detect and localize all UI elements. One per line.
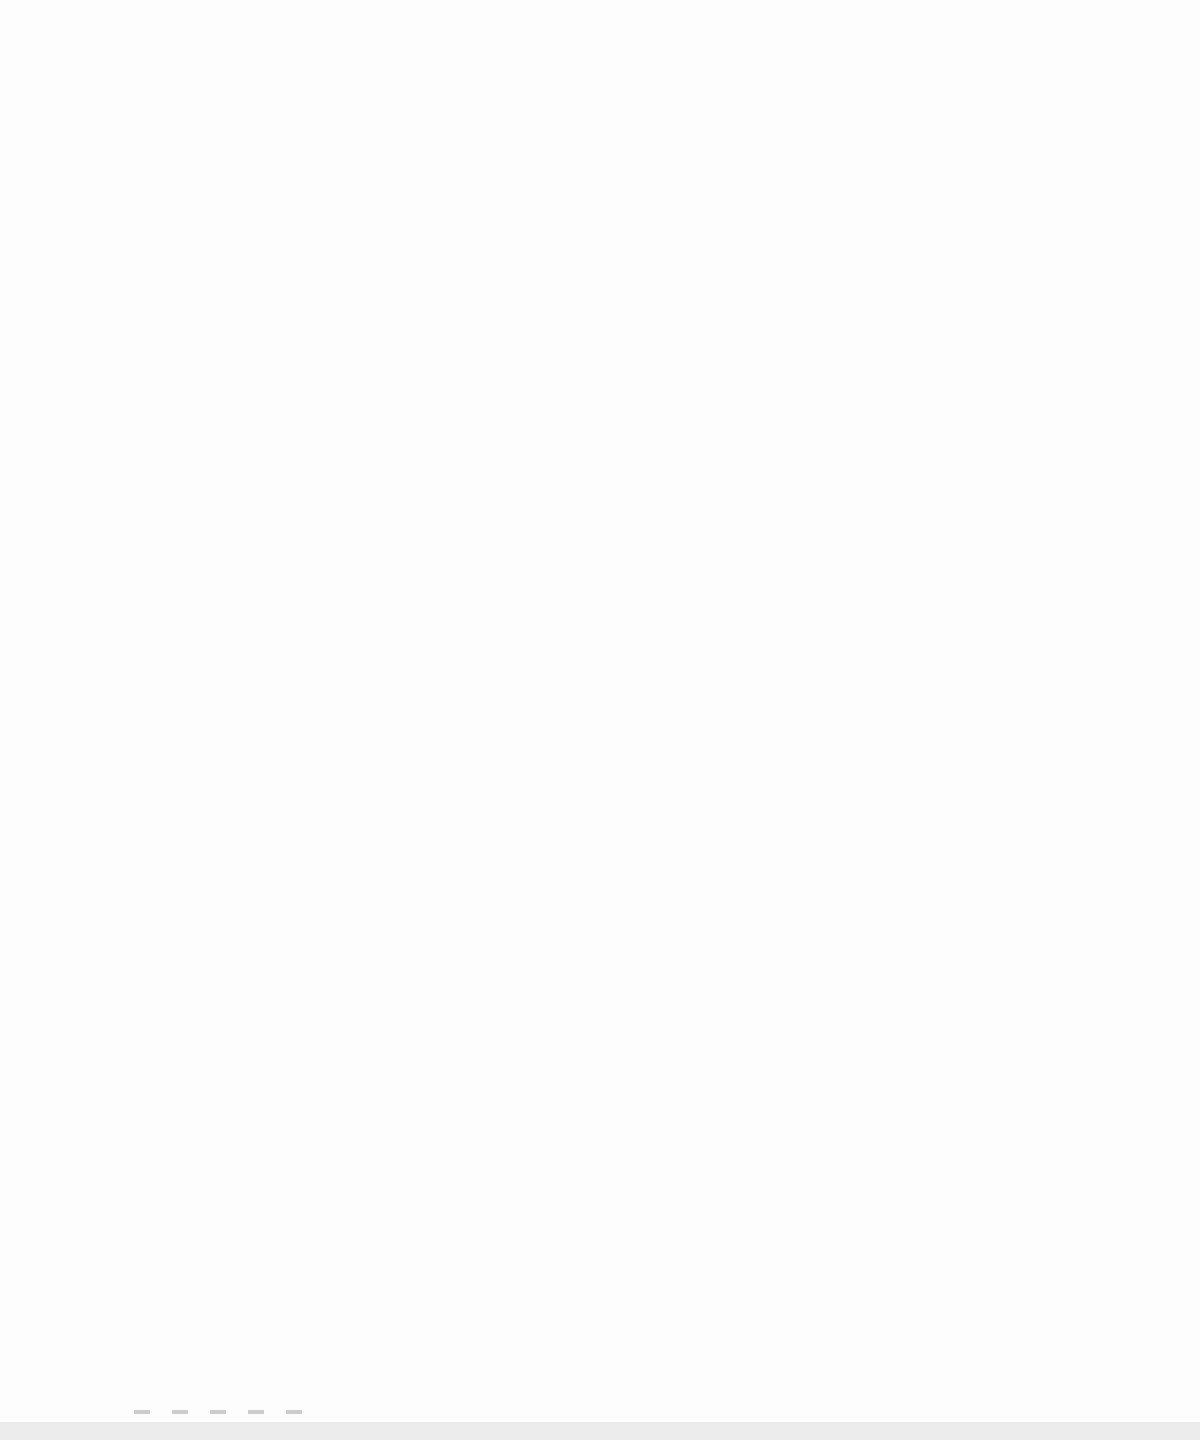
soaring-chip-ok [789,460,871,462]
stability-indices-chart [0,283,1200,458]
lapse-humidity-clouds-chart [0,510,1200,1005]
footer-bar [0,1422,1200,1440]
soaring-chip-excellent [961,460,1043,462]
shear-swatch-2 [172,1409,188,1414]
surface-legend-right [950,249,1010,264]
shear-swatch-1 [134,1409,150,1414]
wind-legend-right [748,1402,828,1418]
shear-swatch-5 [248,1409,264,1414]
shear-swatch-3 [210,1409,226,1414]
wind-temperature-shear-chart [0,1040,1200,1402]
soaring-chip-good [875,460,957,462]
wind-shear-legend [112,1402,302,1417]
shear-swatch-10 [286,1409,302,1414]
surface-legend-left [85,249,163,264]
soaring-chip-poor [703,460,785,462]
surface-conditions-chart [0,30,1200,265]
